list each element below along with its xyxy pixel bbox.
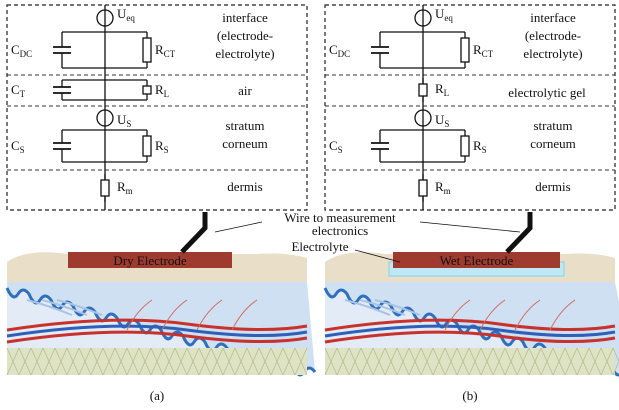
symbol: C: [11, 82, 20, 97]
layer-label: corneum: [530, 136, 575, 151]
component-label: CS: [329, 138, 343, 155]
resistor: [461, 136, 469, 156]
layer-label: dermis: [535, 179, 570, 194]
layer-label: dermis: [227, 179, 262, 194]
symbol: R: [473, 138, 482, 153]
layer-label: interface: [222, 10, 268, 25]
caption: (a): [150, 388, 164, 403]
symbol: R: [155, 138, 164, 153]
subscript: L: [444, 88, 450, 98]
figure: UeqCDCRCTinterface(electrode-electrolyte…: [0, 0, 619, 410]
subscript: S: [444, 119, 449, 129]
component-label: CT: [11, 82, 26, 99]
resistor: [461, 38, 469, 62]
resistor: [419, 180, 427, 196]
symbol: R: [155, 82, 164, 97]
component-label: Ueq: [117, 6, 135, 23]
subscript: L: [164, 89, 170, 99]
resistor: [143, 38, 151, 62]
annotation: electronics: [312, 223, 368, 238]
layer-label: corneum: [222, 136, 267, 151]
resistor: [419, 84, 427, 96]
symbol: C: [329, 138, 338, 153]
subscript: DC: [20, 49, 33, 59]
subscript: DC: [338, 49, 351, 59]
subscript: CT: [482, 49, 494, 59]
component-label: US: [117, 112, 131, 129]
component-label: RL: [155, 82, 169, 99]
layer-label: electrolytic gel: [508, 85, 586, 100]
layer-label: air: [238, 83, 252, 98]
skin-illustration: [7, 252, 315, 375]
component-label: Rm: [435, 179, 451, 196]
subscript: S: [20, 145, 25, 155]
subscript: m: [126, 186, 133, 196]
symbol: C: [11, 42, 20, 57]
layer-label: interface: [530, 10, 576, 25]
subscript: m: [444, 186, 451, 196]
subscript: CT: [164, 49, 176, 59]
resistor: [143, 86, 151, 94]
electrode-label: Wet Electrode: [440, 253, 514, 268]
subscript: S: [126, 119, 131, 129]
wire: [215, 222, 262, 232]
subscript: S: [164, 145, 169, 155]
layer-label: (electrode-: [217, 28, 273, 43]
symbol: C: [11, 138, 20, 153]
layer-label: (electrode-: [525, 28, 581, 43]
annotation: Electrolyte: [291, 239, 348, 254]
subscript: T: [20, 89, 26, 99]
symbol: R: [155, 42, 164, 57]
component-label: RS: [155, 138, 169, 155]
component-label: US: [435, 112, 449, 129]
component-label: RCT: [155, 42, 176, 59]
resistor: [143, 136, 151, 156]
component-label: Ueq: [435, 6, 453, 23]
subscript: eq: [126, 13, 135, 23]
component-label: CDC: [11, 42, 32, 59]
symbol: R: [117, 179, 126, 194]
electrode-label: Dry Electrode: [113, 253, 187, 268]
layer-label: stratum: [534, 118, 573, 133]
layer-label: electrolyte): [215, 46, 274, 61]
component-label: CDC: [329, 42, 350, 59]
component-label: RL: [435, 81, 449, 98]
symbol: C: [329, 42, 338, 57]
fat-layer: [325, 348, 615, 375]
layer-label: stratum: [226, 118, 265, 133]
caption: (b): [462, 388, 477, 403]
subscript: S: [338, 145, 343, 155]
symbol: R: [435, 81, 444, 96]
layer-label: electrolyte): [523, 46, 582, 61]
component-label: Rm: [117, 179, 133, 196]
component-label: CS: [11, 138, 25, 155]
symbol: R: [473, 42, 482, 57]
wire: [420, 222, 520, 232]
symbol: R: [435, 179, 444, 194]
lead-wire: [182, 212, 205, 252]
subscript: eq: [444, 13, 453, 23]
component-label: RCT: [473, 42, 494, 59]
subscript: S: [482, 145, 487, 155]
component-label: RS: [473, 138, 487, 155]
resistor: [101, 180, 109, 196]
